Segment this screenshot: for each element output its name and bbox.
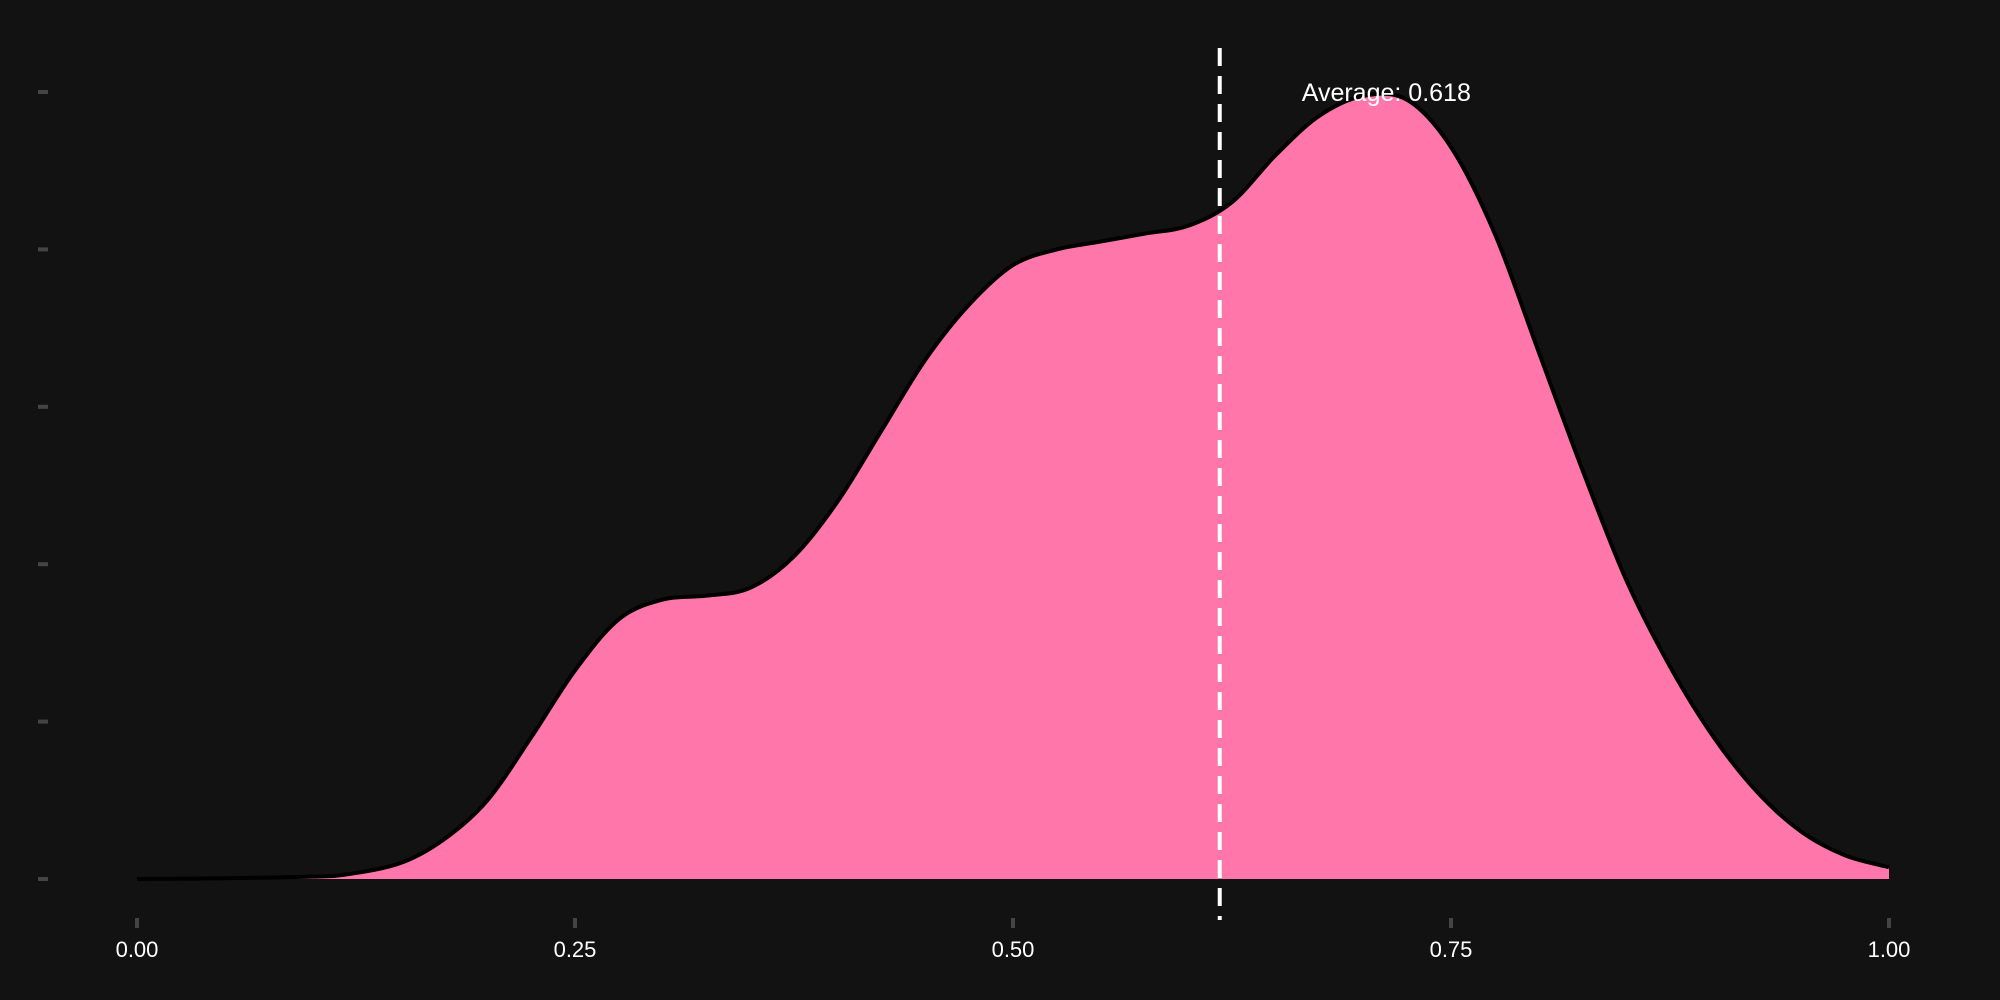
density-area [137, 93, 1889, 879]
x-tick-label-1: 0.25 [554, 937, 597, 962]
x-tick-label-0: 0.00 [116, 937, 159, 962]
density-line [136, 91, 1890, 881]
x-axis-ticks: 0.00 0.25 0.50 0.75 1.00 [116, 918, 1911, 962]
x-tick-label-3: 0.75 [1430, 937, 1473, 962]
x-tick-label-2: 0.50 [992, 937, 1035, 962]
x-tick-label-4: 1.00 [1868, 937, 1911, 962]
y-axis-ticks [38, 90, 48, 881]
average-label: Average: 0.618 [1302, 79, 1471, 107]
